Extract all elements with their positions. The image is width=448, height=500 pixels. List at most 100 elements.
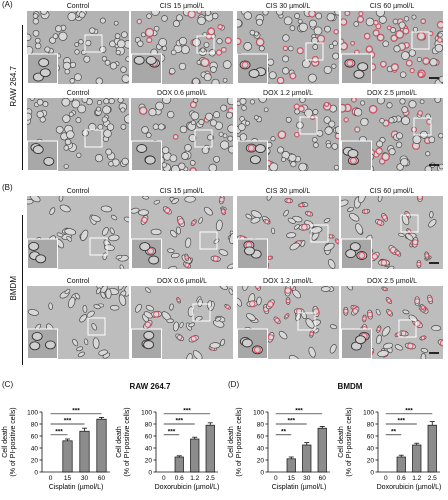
y-tick-label: 80 [257,421,265,428]
y-tick-label: 100 [363,409,374,416]
cell [307,73,317,83]
cell [353,108,363,117]
cell [34,42,42,50]
cell [36,110,44,119]
pi-positive-cell [369,105,378,114]
cell [210,66,217,73]
cell [119,264,125,269]
cell [241,105,247,111]
cell [254,115,259,120]
zoom-region-box [299,116,318,135]
cell [85,39,92,47]
x-tick-label: 30 [81,475,89,482]
cell [68,296,76,309]
cell [320,286,331,292]
cell [242,286,249,291]
pi-positive-cell [277,77,285,84]
cell [222,133,228,139]
cell [78,39,84,45]
inset-cell [353,69,365,79]
cell [263,107,269,113]
cell [386,265,395,269]
cell [114,33,121,39]
cell [209,342,221,349]
cell [161,15,168,22]
pi-positive-cell [190,335,197,342]
cell [412,26,418,33]
significance-label: *** [64,418,72,425]
cell [408,100,417,109]
pi-positive-cell [375,23,382,30]
significance-label: *** [397,418,405,425]
cell [401,106,409,114]
cell [282,34,290,42]
cell [108,234,120,242]
cell [290,161,297,168]
micrograph [341,196,443,269]
pi-positive-cell [277,130,286,139]
cell [64,228,77,236]
pi-positive-cell [407,342,414,350]
cell [219,286,228,290]
cell [429,211,434,219]
cell [197,298,203,308]
x-axis-label: Cisplatin (µmol/L) [49,484,104,491]
cell [32,13,39,19]
cell [27,309,39,316]
cell [172,20,180,28]
pi-positive-cell [306,211,312,217]
pi-positive-cell [364,33,371,40]
x-tick-label: 0.6 [397,475,406,482]
cell [438,75,443,83]
bmdm-bracket [22,215,23,365]
pi-positive-cell [173,134,179,140]
cell [103,98,110,105]
x-tick-label: 0 [162,475,166,482]
cell [297,18,303,24]
cell [143,311,153,319]
zoom-region-box [199,231,218,250]
inset-cell [249,155,261,165]
image-label: DOX 1.2 µmol/L [263,90,313,97]
panel-label-b: (B) [2,183,13,192]
cell [289,25,296,31]
cell [153,25,160,32]
cell [394,344,404,351]
pi-positive-cell [267,301,274,308]
cell [283,209,289,217]
cell [266,196,272,201]
y-tick-label: 40 [145,445,153,452]
cell [378,15,387,24]
cell [396,132,403,140]
cell [63,163,69,169]
micrograph [131,98,233,171]
y-tick-label: 40 [31,445,39,452]
cell [286,232,297,239]
cell [287,217,296,224]
cell [83,55,91,63]
cell [86,310,95,318]
significance-label: *** [175,418,183,425]
pi-positive-cell [255,286,261,289]
cell [117,286,125,291]
cell [237,297,243,307]
bar [317,427,327,473]
cell [74,73,82,82]
cell [91,323,97,331]
cell [398,21,406,29]
cell [83,338,89,346]
y-tick-label: 0 [34,469,38,476]
cell-type-label-bmdm: BMDM [9,276,18,301]
cell [105,288,112,300]
cell [96,100,103,106]
cell [40,11,48,15]
bar [205,424,215,473]
image-label: CIS 30 µmol/L [265,188,311,195]
cell [277,146,285,154]
cell [184,237,192,248]
inset-cell [148,255,160,265]
inset-cell [144,155,156,165]
cell [110,214,118,221]
cell [220,104,228,112]
cell [188,134,197,142]
